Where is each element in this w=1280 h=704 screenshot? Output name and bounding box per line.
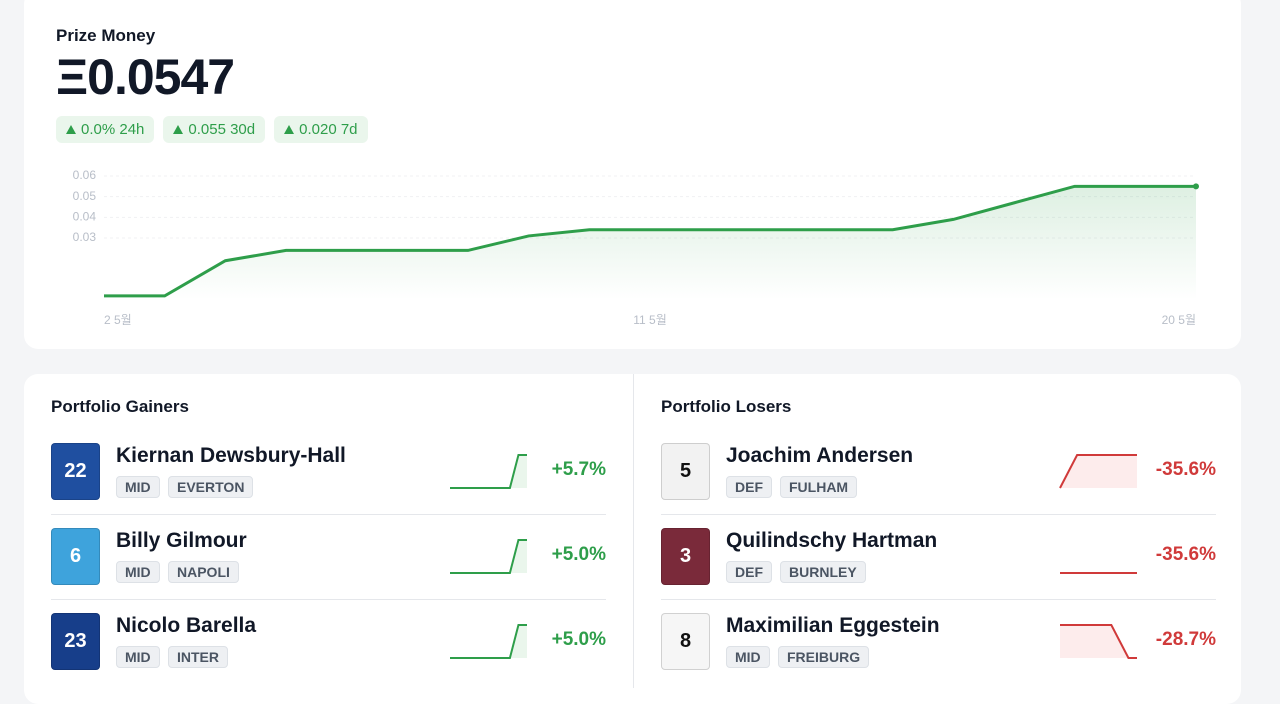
jersey: 3 bbox=[661, 528, 710, 585]
sparkline-area bbox=[1060, 625, 1137, 658]
up-arrow bbox=[284, 125, 295, 134]
sparkline bbox=[1060, 624, 1137, 659]
badge-text: 0.0% 24h bbox=[81, 121, 145, 138]
position-tag: MID bbox=[116, 561, 160, 583]
sparkline bbox=[1059, 454, 1137, 489]
sparkline-line bbox=[1059, 454, 1137, 489]
player-name: Billy Gilmour bbox=[116, 529, 247, 552]
badge-text: 0.020 7d bbox=[299, 121, 358, 138]
row-divider bbox=[661, 514, 1216, 515]
panel-title: Portfolio Losers bbox=[661, 397, 792, 416]
change-badge: 0.055 30d bbox=[163, 116, 266, 143]
change-badge: 0.0% 24h bbox=[56, 116, 155, 143]
player-row: 6 Billy Gilmour MID NAPOLI +5.0% bbox=[51, 528, 606, 613]
jersey: 23 bbox=[51, 613, 100, 670]
player-row: 23 Nicolo Barella MID INTER +5.0% bbox=[51, 613, 606, 698]
player-row: 22 Kiernan Dewsbury-Hall MID EVERTON +5.7% bbox=[51, 443, 606, 528]
change-value: -28.7% bbox=[1155, 629, 1216, 650]
column-divider bbox=[633, 374, 634, 688]
y-tick-label: 0.05 bbox=[73, 189, 97, 203]
sparkline bbox=[450, 539, 527, 574]
club-tag: FREIBURG bbox=[778, 646, 870, 668]
position-tag: MID bbox=[726, 646, 770, 668]
change-value: +5.0% bbox=[551, 544, 606, 565]
jersey: 6 bbox=[51, 528, 100, 585]
end-dot bbox=[1193, 183, 1199, 190]
x-tick-label: 20 5월 bbox=[1162, 313, 1196, 327]
jersey: 5 bbox=[661, 443, 710, 500]
club-tag: EVERTON bbox=[168, 476, 254, 498]
player-name: Nicolo Barella bbox=[116, 614, 257, 637]
club-tag: FULHAM bbox=[780, 476, 858, 498]
sparkline-area bbox=[1060, 455, 1137, 488]
row-divider bbox=[51, 514, 606, 515]
x-tick-label: 2 5월 bbox=[104, 313, 132, 327]
change-value: +5.7% bbox=[551, 459, 606, 480]
sparkline bbox=[450, 624, 527, 659]
club-tag: INTER bbox=[168, 646, 228, 668]
y-tick-label: 0.03 bbox=[73, 230, 97, 244]
up-arrow bbox=[173, 125, 184, 134]
y-tick-label: 0.06 bbox=[73, 168, 97, 182]
sparkline bbox=[1060, 572, 1137, 574]
row-divider bbox=[661, 599, 1216, 600]
prize-value: Ξ0.0547 bbox=[56, 49, 235, 105]
player-row: 8 Maximilian Eggestein MID FREIBURG -28.7% bbox=[661, 613, 1216, 698]
badges: 0.0% 24h 0.055 30d 0.020 7d bbox=[56, 116, 368, 143]
area bbox=[104, 186, 1196, 300]
sparkline-area bbox=[450, 540, 527, 573]
y-tick-label: 0.04 bbox=[73, 210, 97, 224]
position-tag: MID bbox=[116, 476, 160, 498]
position-tag: DEF bbox=[726, 561, 772, 583]
sparkline-area bbox=[450, 455, 527, 488]
club-tag: NAPOLI bbox=[168, 561, 239, 583]
sparkline-line bbox=[450, 539, 527, 574]
prize-title: Prize Money bbox=[56, 26, 156, 45]
player-row: 5 Joachim Andersen DEF FULHAM -35.6% bbox=[661, 443, 1216, 528]
player-name: Quilindschy Hartman bbox=[726, 529, 938, 552]
page: Prize Money Ξ0.0547 0.0% 24h 0.055 30d 0.0… bbox=[24, 0, 1241, 704]
sparkline-line bbox=[450, 454, 527, 489]
player-name: Joachim Andersen bbox=[726, 444, 914, 467]
line bbox=[104, 184, 1196, 298]
sparkline-line bbox=[450, 624, 527, 659]
sparkline bbox=[450, 454, 527, 489]
player-name: Kiernan Dewsbury-Hall bbox=[116, 444, 346, 467]
prize-chart: 0.03 0.04 0.05 0.06 2 5월 11 5월 20 5월 bbox=[73, 168, 1199, 327]
change-value: +5.0% bbox=[551, 629, 606, 650]
position-tag: DEF bbox=[726, 476, 772, 498]
sparkline-line bbox=[1060, 624, 1137, 659]
panel-title: Portfolio Gainers bbox=[51, 397, 189, 416]
x-tick-label: 11 5월 bbox=[633, 313, 667, 327]
player-row: 3 Quilindschy Hartman DEF BURNLEY -35.6% bbox=[661, 528, 1216, 613]
club-tag: BURNLEY bbox=[780, 561, 866, 583]
player-name: Maximilian Eggestein bbox=[726, 614, 940, 637]
up-arrow bbox=[66, 125, 76, 134]
jersey: 22 bbox=[51, 443, 100, 500]
change-value: -35.6% bbox=[1155, 459, 1216, 480]
jersey: 8 bbox=[661, 613, 710, 670]
position-tag: MID bbox=[116, 646, 160, 668]
sparkline-area bbox=[450, 625, 527, 658]
change-value: -35.6% bbox=[1155, 544, 1216, 565]
change-badge: 0.020 7d bbox=[274, 116, 368, 143]
row-divider bbox=[51, 599, 606, 600]
badge-text: 0.055 30d bbox=[188, 121, 256, 138]
